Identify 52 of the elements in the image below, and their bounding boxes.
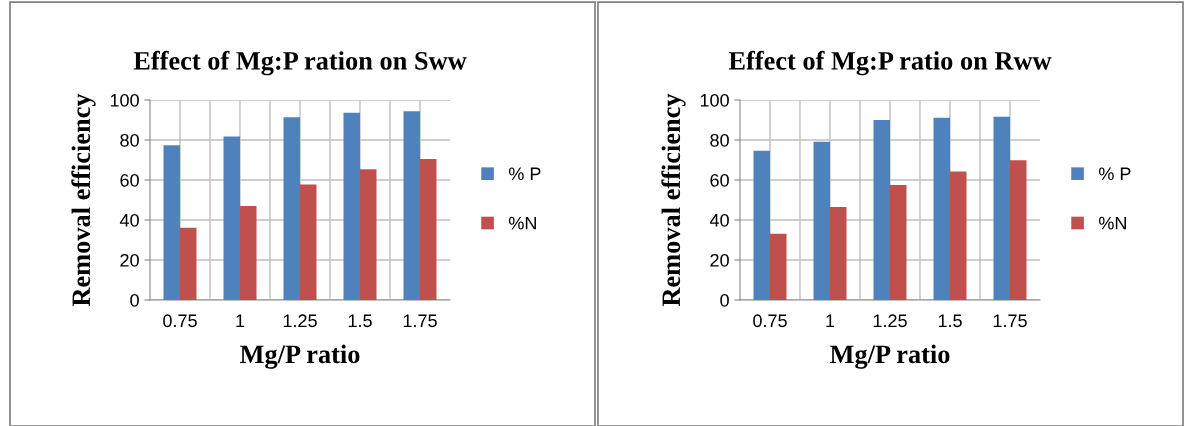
legend-label: % P (1098, 167, 1131, 181)
x-tick-label: 0.75 (753, 314, 787, 328)
y-tick-label: 100 (700, 93, 729, 107)
y-axis-title: Removal efficiency (661, 93, 686, 307)
x-tick-label: 0.75 (163, 314, 197, 328)
chart-title: Effect of Mg:P ration on Sww (133, 50, 467, 76)
bar (240, 206, 257, 300)
chart-title: Effect of Mg:P ratio on Rww (728, 50, 1052, 76)
x-tick-label: 1 (826, 314, 835, 327)
y-axis-title: Removal efficiency (71, 93, 96, 307)
bar (180, 227, 197, 300)
bar (163, 145, 180, 300)
x-tick-label: 1.25 (873, 314, 907, 328)
bar (223, 136, 240, 300)
y-tick-label: 20 (120, 253, 139, 267)
bar (950, 171, 967, 300)
y-tick-label: 60 (710, 173, 729, 187)
bar (1010, 160, 1027, 300)
legend-label: % P (508, 167, 541, 181)
x-tick-label: 1.75 (993, 314, 1027, 328)
y-tick-label: 40 (709, 213, 729, 227)
x-axis-title: Mg/P ratio (239, 344, 360, 369)
y-tick-label: 0 (720, 293, 729, 307)
bar (813, 141, 830, 300)
y-tick-label: 60 (120, 173, 139, 187)
bar (753, 150, 770, 300)
bar (300, 184, 317, 300)
bar (770, 233, 787, 300)
bar (830, 207, 847, 300)
y-tick-label: 100 (110, 93, 139, 107)
bar (343, 112, 360, 300)
bar (360, 169, 377, 300)
x-tick-label: 1.25 (283, 314, 317, 328)
y-tick-label: 0 (130, 293, 139, 307)
bar (993, 116, 1010, 300)
y-tick-label: 20 (710, 253, 729, 267)
bar (873, 120, 890, 300)
y-tick-label: 80 (120, 133, 139, 147)
x-tick-label: 1.5 (348, 314, 372, 328)
legend-label: %N (508, 216, 536, 230)
y-tick-label: 40 (119, 213, 139, 227)
bar (403, 111, 420, 300)
x-tick-label: 1.75 (403, 314, 437, 328)
bar (420, 159, 437, 300)
bar (933, 117, 950, 300)
legend-label: %N (1098, 216, 1126, 230)
x-axis-title: Mg/P ratio (829, 344, 950, 369)
x-tick-label: 1.5 (938, 314, 962, 328)
bar (890, 185, 907, 300)
x-tick-label: 1 (236, 314, 245, 327)
bar (283, 117, 300, 300)
y-tick-label: 80 (710, 133, 729, 147)
